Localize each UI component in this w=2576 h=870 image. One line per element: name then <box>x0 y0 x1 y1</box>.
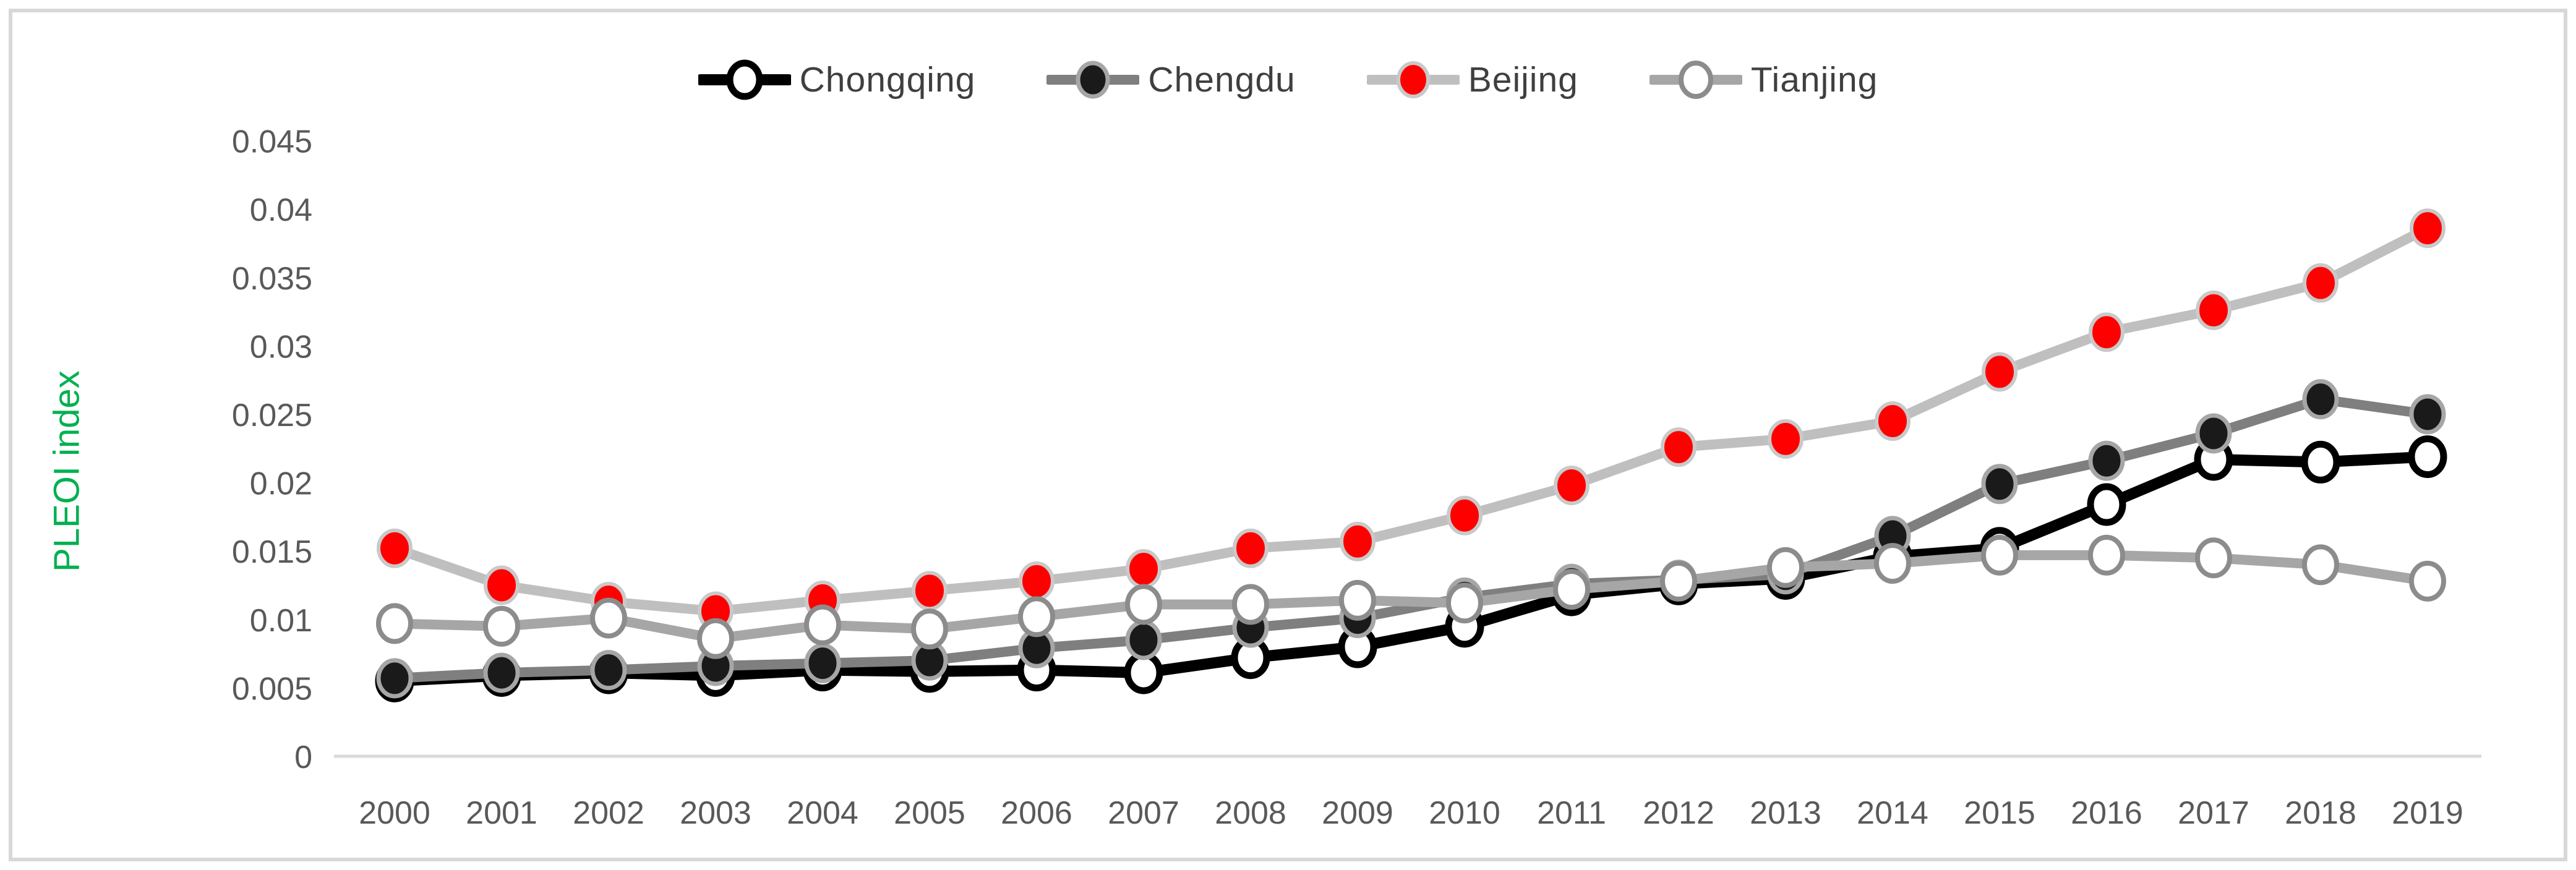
y-tick-label: 0.015 <box>232 534 312 570</box>
legend-swatch-beijing-icon <box>1366 61 1460 98</box>
chart-legend: Chongqing Chengdu Beijing Tianjing <box>0 57 2576 103</box>
legend-item-chongqing: Chongqing <box>698 57 976 103</box>
tianjing-marker-2003 <box>697 618 734 659</box>
y-tick-label: 0.045 <box>232 124 312 160</box>
chongqing-marker-2019 <box>2408 435 2447 479</box>
beijing-marker-2009 <box>1340 521 1376 561</box>
x-tick-label: 2004 <box>787 795 858 831</box>
chengdu-marker-2017 <box>2195 413 2232 454</box>
legend-item-chengdu: Chengdu <box>1046 57 1295 103</box>
figure-frame <box>9 9 2567 861</box>
legend-label: Chengdu <box>1148 60 1296 100</box>
x-tick-label: 2003 <box>680 795 751 831</box>
x-tick-label: 2013 <box>1750 795 1821 831</box>
chongqing-marker-2016 <box>2087 483 2126 526</box>
y-tick-label: 0.005 <box>232 671 312 707</box>
y-axis-title: PLEOI index <box>46 370 87 572</box>
beijing-marker-2017 <box>2196 290 2232 330</box>
beijing-marker-2013 <box>1768 419 1804 459</box>
tianjing-marker-2013 <box>1767 547 1804 588</box>
beijing-marker-2014 <box>1875 401 1911 441</box>
legend-swatch-chengdu-icon <box>1046 61 1140 99</box>
tianjing-marker-2000 <box>376 603 413 644</box>
chengdu-marker-2016 <box>2088 440 2125 481</box>
chongqing-marker-2018 <box>2301 440 2340 484</box>
beijing-marker-2010 <box>1447 495 1483 535</box>
x-tick-label: 2000 <box>359 795 430 831</box>
legend-label: Beijing <box>1468 60 1578 100</box>
tianjing-marker-2014 <box>1874 543 1911 584</box>
tianjing-marker-2008 <box>1232 584 1269 625</box>
y-tick-label: 0.03 <box>250 329 312 365</box>
y-tick-label: 0.02 <box>250 466 312 502</box>
beijing-marker-2006 <box>1019 561 1055 601</box>
tianjing-marker-2001 <box>483 605 520 647</box>
legend-swatch-tianjing-icon <box>1649 61 1742 99</box>
x-tick-label: 2010 <box>1429 795 1500 831</box>
beijing-marker-2005 <box>912 571 948 611</box>
tianjing-marker-2016 <box>2088 534 2125 576</box>
beijing-marker-2012 <box>1661 427 1697 467</box>
y-tick-label: 0.01 <box>250 603 312 639</box>
legend-label: Chongqing <box>799 60 976 100</box>
tianjing-marker-2017 <box>2195 537 2232 579</box>
chengdu-marker-2019 <box>2409 394 2446 435</box>
x-tick-label: 2006 <box>1001 795 1072 831</box>
beijing-marker-2016 <box>2089 312 2125 352</box>
tianjing-marker-2012 <box>1660 560 1697 602</box>
series-line-tianjing <box>390 550 2433 644</box>
tianjing-marker-2015 <box>1981 534 2018 576</box>
chengdu-marker-2004 <box>804 643 841 684</box>
tianjing-marker-2002 <box>590 597 627 639</box>
x-tick-label: 2007 <box>1108 795 1179 831</box>
beijing-marker-2007 <box>1126 548 1162 589</box>
beijing-marker-2000 <box>377 528 413 568</box>
beijing-marker-2019 <box>2410 208 2445 249</box>
beijing-marker-2015 <box>1982 352 2018 392</box>
chengdu-marker-2007 <box>1125 620 1162 660</box>
y-tick-label: 0.025 <box>232 398 312 433</box>
legend-item-tianjing: Tianjing <box>1649 57 1878 103</box>
tianjing-marker-2011 <box>1553 569 1590 610</box>
tianjing-marker-2009 <box>1339 579 1376 621</box>
tianjing-marker-2006 <box>1018 596 1055 638</box>
beijing-marker-2001 <box>484 565 520 605</box>
x-tick-label: 2001 <box>466 795 537 831</box>
y-tick-label: 0.04 <box>250 192 312 228</box>
x-tick-label: 2019 <box>2392 795 2463 831</box>
chengdu-marker-2015 <box>1981 464 2018 505</box>
tianjing-marker-2010 <box>1446 582 1483 624</box>
beijing-marker-2018 <box>2303 263 2339 303</box>
tianjing-marker-2005 <box>911 608 948 650</box>
chengdu-marker-2001 <box>483 652 520 693</box>
chengdu-marker-2018 <box>2302 379 2339 420</box>
x-tick-label: 2011 <box>1537 795 1606 831</box>
chengdu-marker-2000 <box>376 658 413 699</box>
legend-label: Tianjing <box>1750 60 1878 100</box>
y-tick-label: 0 <box>294 740 312 775</box>
beijing-marker-2011 <box>1554 466 1590 506</box>
x-tick-label: 2009 <box>1322 795 1393 831</box>
legend-item-beijing: Beijing <box>1366 57 1578 103</box>
x-tick-label: 2014 <box>1857 795 1928 831</box>
x-tick-label: 2012 <box>1643 795 1714 831</box>
chengdu-marker-2002 <box>590 650 627 691</box>
tianjing-marker-2019 <box>2409 560 2446 602</box>
x-tick-label: 2002 <box>573 795 644 831</box>
x-tick-label: 2017 <box>2178 795 2249 831</box>
y-tick-label: 0.035 <box>232 261 312 297</box>
x-tick-label: 2015 <box>1964 795 2035 831</box>
x-tick-label: 2018 <box>2285 795 2356 831</box>
x-tick-label: 2008 <box>1215 795 1286 831</box>
chongqing-marker-2007 <box>1124 651 1163 694</box>
tianjing-marker-2018 <box>2302 544 2339 586</box>
x-tick-label: 2005 <box>894 795 965 831</box>
tianjing-marker-2007 <box>1125 584 1162 625</box>
tianjing-marker-2004 <box>804 604 841 646</box>
beijing-marker-2008 <box>1233 528 1269 568</box>
x-tick-label: 2016 <box>2071 795 2142 831</box>
legend-swatch-chongqing-icon <box>698 59 791 100</box>
